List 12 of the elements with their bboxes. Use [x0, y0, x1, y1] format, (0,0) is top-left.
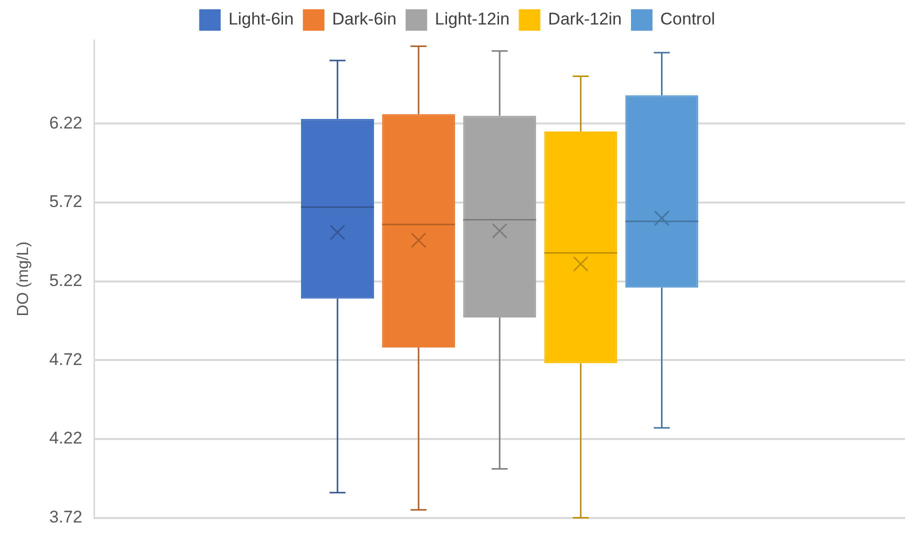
y-tick-label: 4.22 — [49, 428, 82, 448]
y-tick-label: 4.72 — [49, 350, 82, 369]
legend-label: Dark-12in — [548, 10, 622, 29]
y-tick-label: 5.22 — [49, 270, 82, 290]
y-axis-title: DO (mg/L) — [15, 242, 32, 316]
y-tick-label: 5.72 — [49, 192, 82, 212]
legend-label: Light-12in — [434, 10, 510, 29]
y-tick-label: 6.22 — [49, 113, 82, 132]
legend-label: Control — [660, 10, 716, 29]
legend-label: Dark-6in — [332, 10, 396, 29]
y-tick-label: 3.72 — [49, 507, 82, 526]
legend-label: Light-6in — [228, 10, 294, 29]
